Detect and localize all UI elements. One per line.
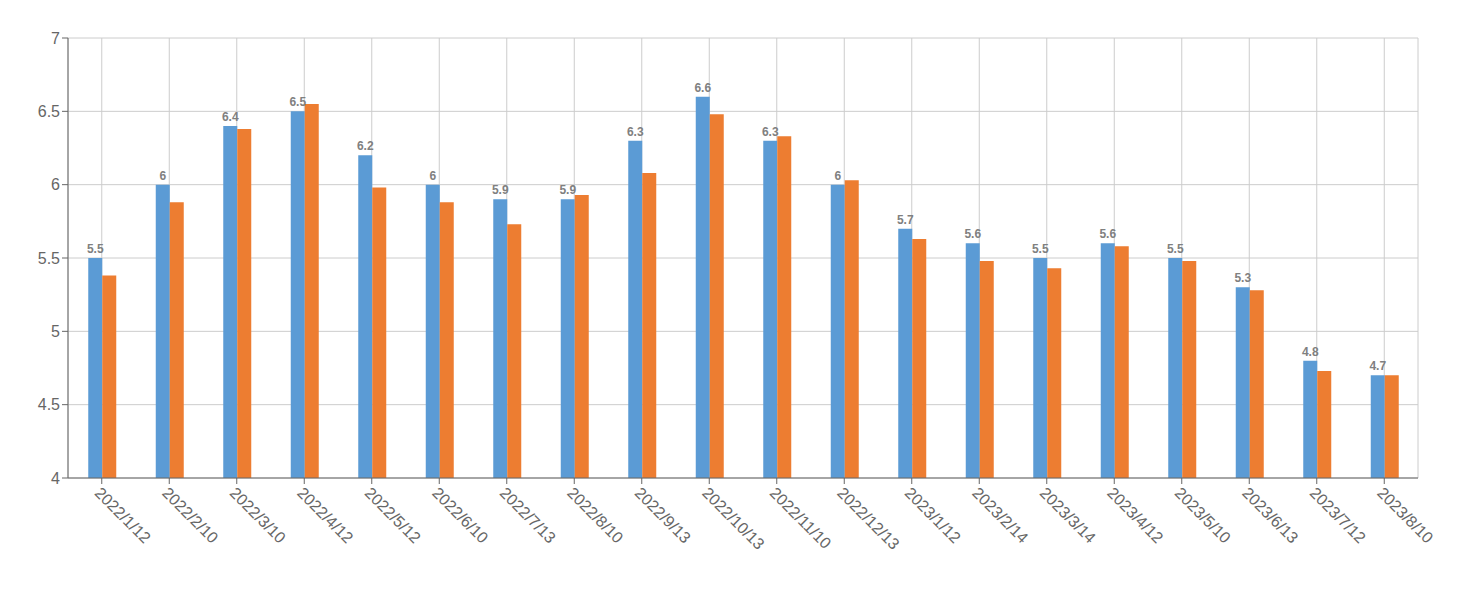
svg-text:6.5: 6.5 bbox=[38, 103, 60, 120]
svg-text:2022/9/13: 2022/9/13 bbox=[632, 484, 694, 546]
svg-text:5.3: 5.3 bbox=[1234, 271, 1251, 285]
svg-text:6.4: 6.4 bbox=[222, 110, 239, 124]
svg-text:2023/7/12: 2023/7/12 bbox=[1307, 484, 1369, 546]
svg-text:2023/5/10: 2023/5/10 bbox=[1172, 484, 1234, 546]
svg-text:2023/8/10: 2023/8/10 bbox=[1374, 484, 1436, 546]
svg-text:5.9: 5.9 bbox=[559, 183, 576, 197]
svg-text:5.5: 5.5 bbox=[38, 250, 60, 267]
svg-text:2023/1/12: 2023/1/12 bbox=[902, 484, 964, 546]
svg-text:2023/4/12: 2023/4/12 bbox=[1104, 484, 1166, 546]
svg-text:2022/6/10: 2022/6/10 bbox=[429, 484, 491, 546]
svg-text:5.5: 5.5 bbox=[1167, 242, 1184, 256]
svg-text:5.5: 5.5 bbox=[1032, 242, 1049, 256]
svg-text:5.6: 5.6 bbox=[964, 227, 981, 241]
svg-text:5: 5 bbox=[51, 323, 60, 340]
svg-text:2022/10/13: 2022/10/13 bbox=[699, 484, 768, 553]
svg-text:2022/3/10: 2022/3/10 bbox=[227, 484, 289, 546]
svg-text:6.6: 6.6 bbox=[694, 81, 711, 95]
svg-text:5.6: 5.6 bbox=[1099, 227, 1116, 241]
svg-text:2022/2/10: 2022/2/10 bbox=[159, 484, 221, 546]
svg-text:5.5: 5.5 bbox=[87, 242, 104, 256]
svg-text:2022/4/12: 2022/4/12 bbox=[294, 484, 356, 546]
svg-text:6: 6 bbox=[159, 169, 166, 183]
svg-text:6.3: 6.3 bbox=[627, 125, 644, 139]
svg-text:5.9: 5.9 bbox=[492, 183, 509, 197]
svg-text:6: 6 bbox=[429, 169, 436, 183]
svg-text:2023/6/13: 2023/6/13 bbox=[1239, 484, 1301, 546]
svg-text:2023/3/14: 2023/3/14 bbox=[1037, 484, 1099, 546]
svg-text:6: 6 bbox=[51, 176, 60, 193]
svg-text:6: 6 bbox=[834, 169, 841, 183]
svg-text:6.5: 6.5 bbox=[289, 95, 306, 109]
svg-text:4.8: 4.8 bbox=[1302, 345, 1319, 359]
svg-text:6.3: 6.3 bbox=[762, 125, 779, 139]
svg-text:2022/1/12: 2022/1/12 bbox=[92, 484, 154, 546]
svg-text:2022/5/12: 2022/5/12 bbox=[362, 484, 424, 546]
svg-text:2023/2/14: 2023/2/14 bbox=[969, 484, 1031, 546]
svg-text:4.5: 4.5 bbox=[38, 396, 60, 413]
svg-text:2022/11/10: 2022/11/10 bbox=[767, 484, 835, 552]
svg-text:4: 4 bbox=[51, 470, 60, 487]
svg-text:2022/8/10: 2022/8/10 bbox=[564, 484, 626, 546]
svg-text:2022/7/13: 2022/7/13 bbox=[497, 484, 559, 546]
svg-text:2022/12/13: 2022/12/13 bbox=[834, 484, 903, 553]
svg-text:7: 7 bbox=[51, 30, 60, 47]
svg-text:5.7: 5.7 bbox=[897, 213, 914, 227]
svg-text:4.7: 4.7 bbox=[1369, 359, 1386, 373]
svg-text:6.2: 6.2 bbox=[357, 139, 374, 153]
